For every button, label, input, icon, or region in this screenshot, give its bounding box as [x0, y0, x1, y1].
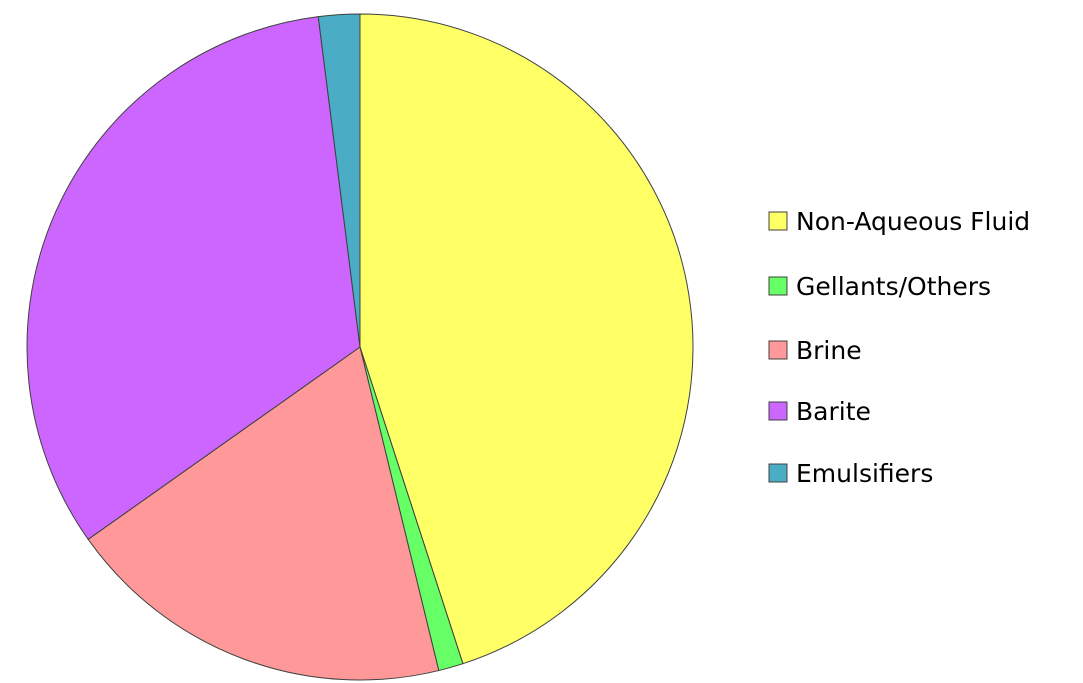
legend-swatch-brine [768, 340, 788, 360]
legend-label-brine: Brine [796, 336, 862, 365]
legend-item-gellants-others: Gellants/Others [768, 272, 991, 301]
pie-slice-barite [26, 16, 361, 541]
pie-slices [26, 13, 694, 681]
pie-slice-non-aqueous-fluid [359, 13, 694, 665]
legend-swatch-non-aqueous-fluid [768, 211, 788, 231]
chart-legend: Non-Aqueous Fluid Gellants/Others Brine … [768, 207, 1030, 488]
pie-slice-brine [87, 346, 440, 681]
legend-item-non-aqueous-fluid: Non-Aqueous Fluid [768, 207, 1030, 236]
legend-swatch-barite [768, 401, 788, 421]
legend-label-barite: Barite [796, 397, 871, 426]
legend-item-brine: Brine [768, 336, 862, 365]
legend-label-emulsifiers: Emulsifiers [796, 459, 933, 488]
legend-item-emulsifiers: Emulsifiers [768, 459, 933, 488]
legend-swatch-emulsifiers [768, 463, 788, 483]
pie-slice-emulsifiers [317, 13, 361, 348]
legend-label-non-aqueous-fluid: Non-Aqueous Fluid [796, 207, 1030, 236]
legend-swatch-gellants-others [768, 276, 788, 296]
legend-label-gellants-others: Gellants/Others [796, 272, 991, 301]
legend-item-barite: Barite [768, 397, 871, 426]
